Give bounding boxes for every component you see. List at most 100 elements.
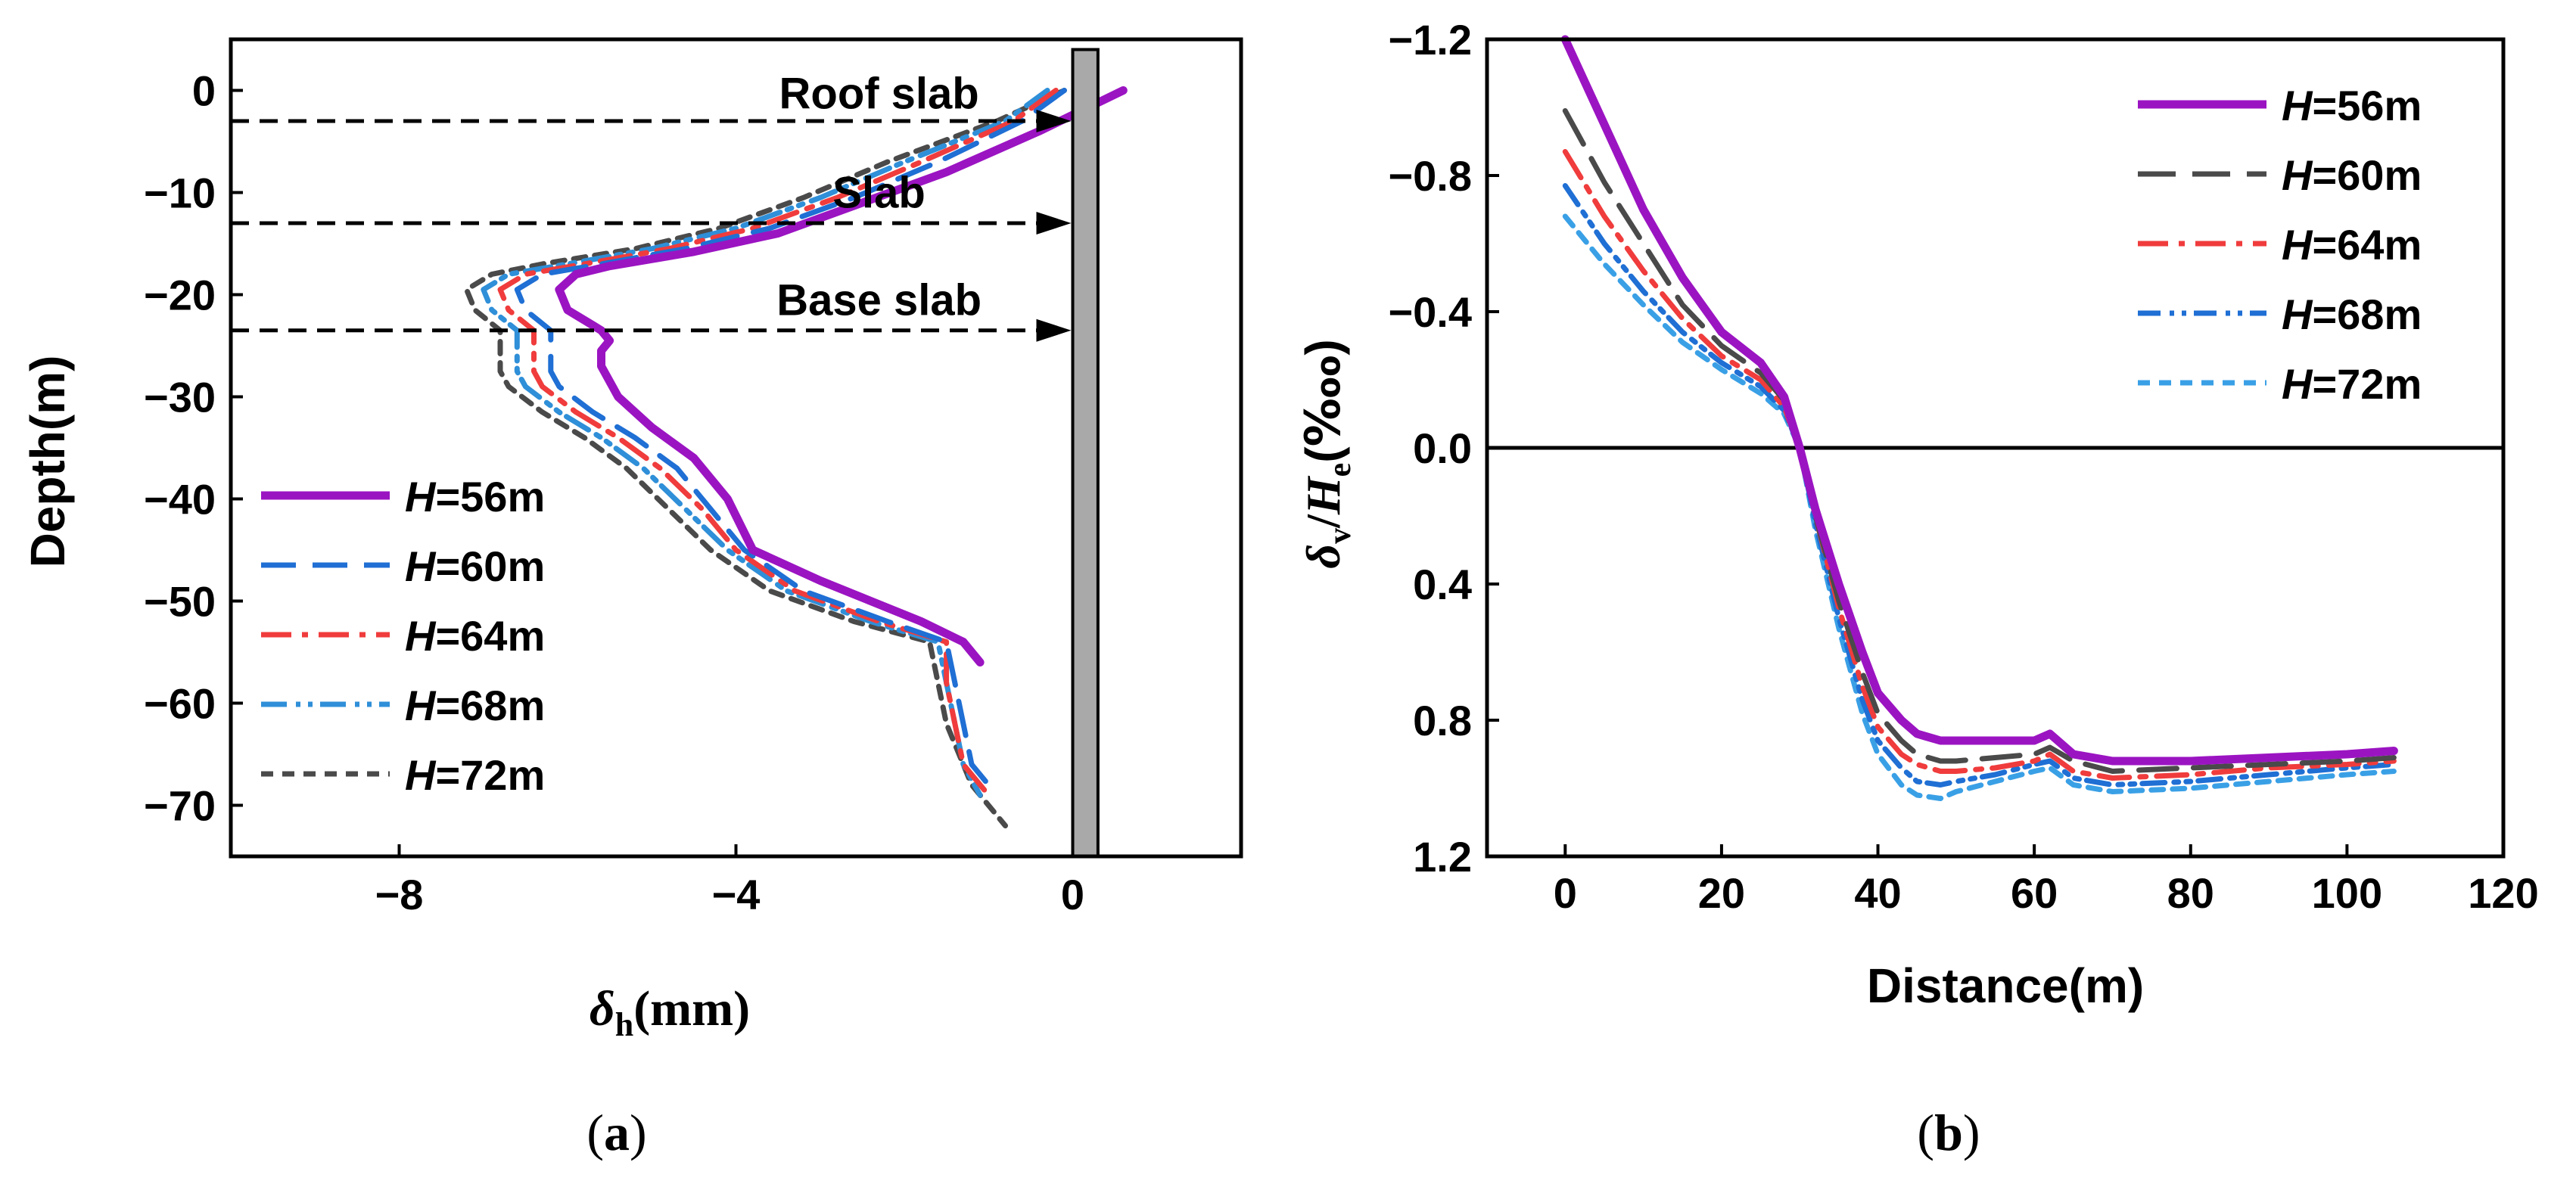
legend-h-symbol: H — [405, 751, 437, 799]
legend-value: =60m — [2312, 151, 2422, 199]
panel-a-series-line-H64 — [497, 88, 1059, 798]
panel-a-series-line-H56 — [555, 86, 1128, 666]
panel-a-series-line-H72 — [464, 88, 1067, 828]
panel-a-x-label-sub: h — [615, 1006, 633, 1043]
panel-b-series — [1560, 35, 2398, 801]
panel-a-series-line-H60 — [514, 88, 1067, 788]
panel-a-ticks: 0−10−20−30−40−50−60−70−8 −4 0 — [144, 67, 1084, 919]
legend-value: =68m — [2312, 290, 2422, 338]
panel-b-y-tick-label: 0.8 — [1413, 697, 1472, 744]
legend-value: =72m — [435, 751, 545, 799]
panel-a-y-tick-label: −60 — [144, 680, 216, 728]
panel-a-legend-entry-H72: H=72m — [405, 751, 545, 799]
panel-a-caption-open: ( — [586, 1104, 604, 1161]
panel-a-annotation-arrowhead — [1036, 212, 1072, 235]
legend-h-symbol: H — [405, 682, 437, 729]
panel-a-y-tick-label: −20 — [144, 272, 216, 319]
panel-b-y-tick-label: −1.2 — [1388, 16, 1472, 64]
panel-b-x-tick-label: 40 — [1854, 869, 1901, 917]
panel-a-legend-entry-H64: H=64m — [405, 612, 545, 660]
panel-b-y-label-slash: / — [1296, 514, 1350, 529]
legend-h-symbol: H — [2282, 221, 2313, 269]
panel-a-annotation-arrowhead — [1036, 318, 1072, 342]
legend-h-symbol: H — [405, 542, 437, 590]
panel-a-annotation-label: Base slab — [776, 275, 982, 325]
panel-b-x-tick-label: 20 — [1698, 869, 1745, 917]
legend-h-symbol: H — [2282, 290, 2313, 338]
legend-value: =68m — [435, 682, 545, 729]
panel-b-legend-entry-H68: H=68m — [2282, 290, 2422, 338]
legend-value: =56m — [2312, 82, 2422, 129]
panel-b-y-axis-label: δv/He(‱) — [1296, 339, 1358, 568]
panel-b-x-tick-label: 0 — [1554, 869, 1577, 917]
panel-b-caption-letter: b — [1934, 1104, 1963, 1161]
panel-a-annotation-label: Roof slab — [779, 70, 979, 119]
panel-b-series-line-H60 — [1562, 108, 2397, 774]
panel-a-x-tick-label: −4 — [712, 871, 761, 918]
panel-b-legend-entry-H72: H=72m — [2282, 360, 2422, 408]
panel-b-caption-close: ) — [1963, 1104, 1980, 1161]
panel-b-y-label-den-symbol: H — [1296, 475, 1350, 515]
panel-b-y-label-num-sub: v — [1323, 528, 1358, 544]
panel-a-caption-letter: a — [604, 1104, 630, 1161]
legend-value: =64m — [2312, 221, 2422, 269]
panel-a-legend-entry-H60: H=60m — [405, 542, 545, 590]
legend-value: =72m — [2312, 360, 2422, 408]
panel-b-y-label-den-sub: e — [1323, 463, 1358, 477]
panel-b-series-line-H68 — [1562, 183, 2397, 788]
legend-value: =64m — [435, 612, 545, 660]
panel-b: −1.2−0.8−0.40.00.40.81.20 20 40 60 80 100 120 … — [1296, 16, 2539, 1161]
panel-b-legend-entry-H64: H=64m — [2282, 221, 2422, 269]
panel-a-annotation-arrowhead — [1036, 110, 1072, 132]
panel-b-legend-entry-H56: H=56m — [2282, 82, 2422, 129]
panel-a-series — [464, 48, 1128, 858]
panel-b-y-tick-label: −0.4 — [1388, 288, 1472, 336]
panel-b-series-line-H56 — [1560, 35, 2398, 766]
panel-a-series-line-H68 — [481, 88, 1050, 798]
panel-a-legend-entry-H68: H=68m — [405, 682, 545, 729]
panel-b-y-tick-label: 1.2 — [1413, 833, 1472, 881]
panel-a-y-tick-label: −50 — [144, 578, 216, 626]
panel-a-y-tick-label: −40 — [144, 476, 216, 523]
panel-b-y-tick-label: 0.4 — [1413, 561, 1472, 608]
panel-a-x-tick-label: 0 — [1061, 871, 1084, 918]
panel-b-ticks: −1.2 −0.8 −0.4 0.0 0.4 0.8 1.2 0 20 40 60 80 100 120 — [1388, 16, 2538, 917]
panel-a-retaining-wall — [1071, 48, 1100, 858]
panel-a-x-axis-label: δh(mm) — [590, 981, 750, 1043]
panel-b-y-tick-label: −0.8 — [1388, 152, 1472, 200]
panel-a-x-tick-label: −8 — [375, 871, 424, 918]
legend-value: =56m — [435, 473, 545, 520]
panel-a-y-tick-label: −30 — [144, 374, 216, 421]
panel-b-x-axis-label: Distance(m) — [1867, 958, 2144, 1013]
panel-a-x-label-unit: (mm) — [633, 981, 750, 1036]
panel-b-x-tick-label: 60 — [2011, 869, 2058, 917]
panel-a-caption-close: ) — [630, 1104, 647, 1161]
panel-b-series-line-H64 — [1562, 149, 2397, 781]
panel-b-x-tick-label: 100 — [2312, 869, 2382, 917]
panel-a-y-axis-label: Depth(m) — [20, 356, 75, 568]
panel-a-y-tick-label: 0 — [192, 67, 216, 115]
panel-a-y-tick-label: −10 — [144, 169, 216, 217]
legend-h-symbol: H — [2282, 360, 2313, 408]
panel-a-plot-frame — [229, 37, 1243, 859]
panel-b-x-tick-label: 120 — [2468, 869, 2538, 917]
panel-b-plot-frame — [1485, 37, 2506, 859]
panel-a-x-label-symbol: δ — [590, 981, 615, 1036]
panel-b-caption-open: ( — [1917, 1104, 1934, 1161]
legend-value: =60m — [435, 542, 545, 590]
legend-h-symbol: H — [405, 612, 437, 660]
panel-a-legend-entry-H56: H=56m — [405, 473, 545, 520]
panel-b-y-label-unit: (‱) — [1296, 339, 1350, 462]
panel-b-y-label-num-symbol: δ — [1296, 544, 1350, 569]
panel-a-annotation-label: Slab — [832, 169, 926, 218]
panel-a-y-tick-label: −70 — [144, 782, 216, 830]
panel-b-series-line-H72 — [1562, 213, 2397, 801]
panel-a-caption: (a) — [586, 1104, 646, 1161]
panel-b-x-tick-label: 80 — [2167, 869, 2214, 917]
legend-h-symbol: H — [2282, 82, 2313, 129]
panel-b-y-tick-label: 0.0 — [1413, 424, 1472, 472]
legend-h-symbol: H — [2282, 151, 2313, 199]
